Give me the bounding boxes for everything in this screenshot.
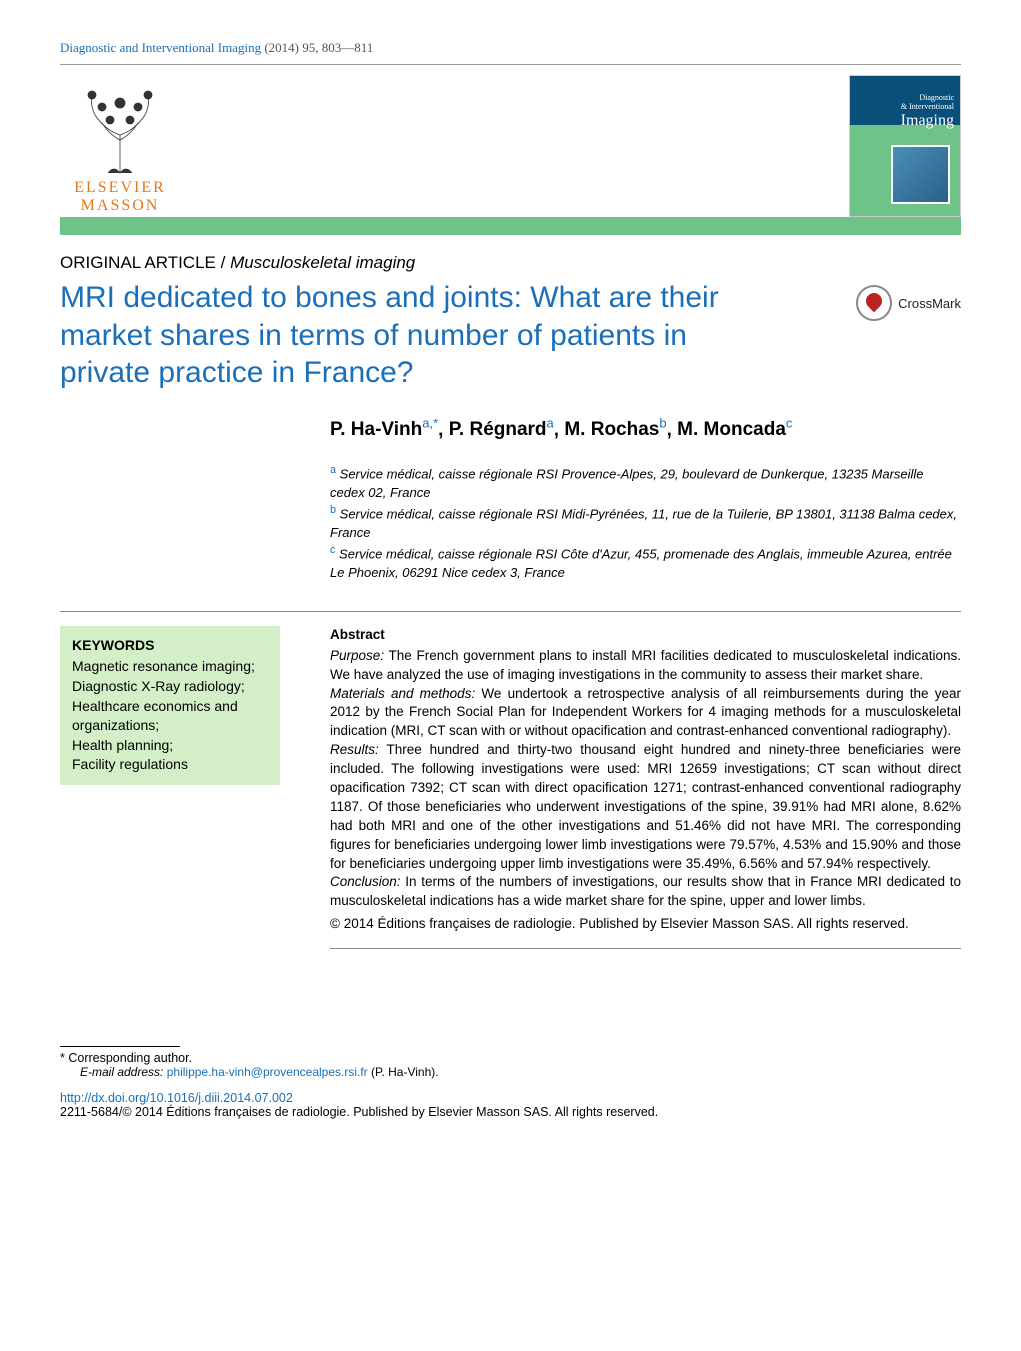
email-label: E-mail address: [80, 1065, 163, 1079]
doi-line: http://dx.doi.org/10.1016/j.diii.2014.07… [60, 1091, 961, 1105]
purpose-label: Purpose: [330, 648, 384, 663]
author-1: P. Ha-Vinha,* [330, 419, 438, 440]
masson-text: MASSON [81, 197, 160, 215]
cover-title: Diagnostic & Interventional Imaging [901, 94, 954, 129]
keywords-abstract-row: KEYWORDS Magnetic resonance imaging; Dia… [60, 626, 961, 956]
article-category: Musculoskeletal imaging [230, 253, 415, 272]
page-container: Diagnostic and Interventional Imaging (2… [0, 0, 1021, 1159]
footer-block: * Corresponding author. E-mail address: … [60, 1046, 961, 1119]
author-2: P. Régnarda [449, 419, 554, 440]
abstract-heading: Abstract [330, 626, 961, 645]
abstract-results: Results: Three hundred and thirty-two th… [330, 741, 961, 873]
crossmark-text: CrossMark [898, 296, 961, 311]
title-row: MRI dedicated to bones and joints: What … [60, 279, 961, 392]
purpose-text: The French government plans to install M… [330, 648, 961, 682]
conclusion-label: Conclusion: [330, 874, 401, 889]
email-suffix: (P. Ha-Vinh). [368, 1065, 439, 1079]
journal-cover-thumbnail[interactable]: Diagnostic & Interventional Imaging [849, 75, 961, 217]
header-rule [60, 64, 961, 65]
issn-copyright-line: 2211-5684/© 2014 Éditions françaises de … [60, 1105, 961, 1119]
abstract-methods: Materials and methods: We undertook a re… [330, 685, 961, 742]
article-type: ORIGINAL ARTICLE / Musculoskeletal imagi… [60, 253, 961, 273]
affiliation-c: c Service médical, caisse régionale RSI … [330, 543, 961, 583]
authors-list: P. Ha-Vinha,*, P. Régnarda, M. Rochasb, … [330, 416, 961, 441]
cover-inset-image [891, 145, 950, 204]
corresponding-author: * Corresponding author. [60, 1051, 961, 1065]
section-divider-top [60, 611, 961, 612]
article-type-label: ORIGINAL ARTICLE / [60, 253, 225, 272]
methods-label: Materials and methods: [330, 686, 475, 701]
affiliation-b: b Service médical, caisse régionale RSI … [330, 503, 961, 543]
results-label: Results: [330, 742, 379, 757]
affiliations: a Service médical, caisse régionale RSI … [330, 463, 961, 583]
journal-reference: Diagnostic and Interventional Imaging (2… [60, 40, 961, 56]
doi-link[interactable]: http://dx.doi.org/10.1016/j.diii.2014.07… [60, 1091, 293, 1105]
crossmark-badge[interactable]: CrossMark [856, 285, 961, 321]
keyword-0: Magnetic resonance imaging; [72, 657, 268, 677]
journal-name-link[interactable]: Diagnostic and Interventional Imaging [60, 40, 261, 55]
author-3: M. Rochasb [564, 419, 666, 440]
section-divider-bottom [330, 948, 961, 949]
affiliation-a: a Service médical, caisse régionale RSI … [330, 463, 961, 503]
cover-small-2: & Interventional [901, 103, 954, 112]
email-link[interactable]: philippe.ha-vinh@provencealpes.rsi.fr [167, 1065, 368, 1079]
footer-short-rule [60, 1046, 180, 1047]
journal-year-vol: (2014) 95, 803—811 [264, 40, 373, 55]
conclusion-text: In terms of the numbers of investigation… [330, 874, 961, 908]
results-text: Three hundred and thirty-two thousand ei… [330, 742, 961, 870]
publisher-logo[interactable]: ELSEVIER MASSON [60, 75, 180, 215]
elsevier-text: ELSEVIER [74, 179, 166, 197]
keywords-box: KEYWORDS Magnetic resonance imaging; Dia… [60, 626, 280, 785]
article-title: MRI dedicated to bones and joints: What … [60, 279, 780, 392]
keyword-4: Facility regulations [72, 755, 268, 775]
crossmark-icon [856, 285, 892, 321]
elsevier-tree-icon [80, 85, 160, 175]
abstract-conclusion: Conclusion: In terms of the numbers of i… [330, 873, 961, 911]
green-divider-bar [60, 217, 961, 235]
header-row: ELSEVIER MASSON Diagnostic & Interventio… [60, 75, 961, 217]
abstract-purpose: Purpose: The French government plans to … [330, 647, 961, 685]
keyword-3: Health planning; [72, 736, 268, 756]
keywords-heading: KEYWORDS [72, 636, 268, 656]
keywords-column: KEYWORDS Magnetic resonance imaging; Dia… [60, 626, 280, 956]
cover-big-text: Imaging [901, 112, 954, 130]
email-line: E-mail address: philippe.ha-vinh@provenc… [60, 1065, 961, 1079]
author-4: M. Moncadac [677, 419, 792, 440]
abstract-column: Abstract Purpose: The French government … [280, 626, 961, 956]
keyword-2: Healthcare economics and organizations; [72, 697, 268, 736]
abstract-copyright: © 2014 Éditions françaises de radiologie… [330, 915, 961, 934]
keyword-1: Diagnostic X-Ray radiology; [72, 677, 268, 697]
